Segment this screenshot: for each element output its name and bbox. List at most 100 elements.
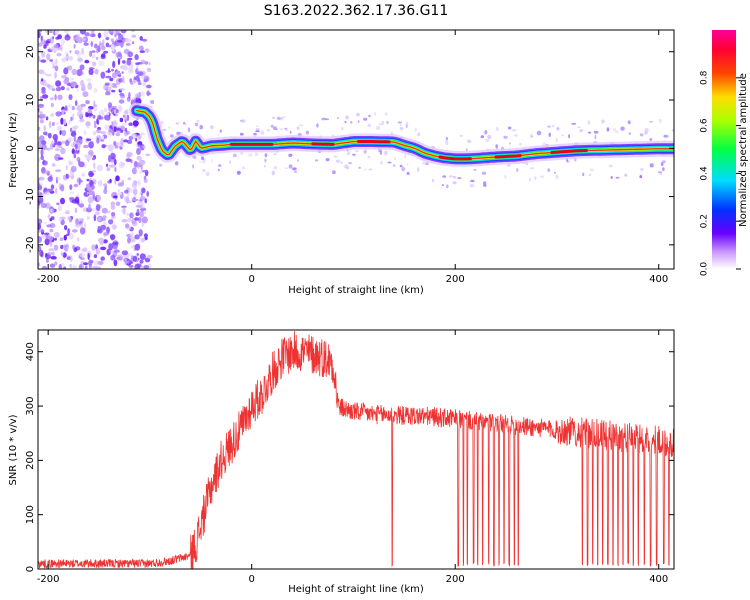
noise-speckle	[55, 58, 58, 65]
noise-speckle	[72, 265, 77, 269]
noise-speckle	[141, 216, 148, 224]
noise-speckle	[61, 262, 65, 269]
noise-speckle	[128, 65, 134, 73]
ridge-speckle	[285, 167, 288, 170]
noise-speckle	[56, 52, 62, 57]
ridge-speckle	[288, 153, 293, 157]
noise-speckle	[91, 244, 96, 251]
noise-speckle	[81, 172, 86, 177]
snr-y-label: SNR (10 * v/v)	[8, 414, 19, 485]
noise-speckle	[118, 192, 122, 196]
noise-speckle	[67, 104, 72, 108]
noise-speckle	[86, 178, 90, 182]
noise-speckle	[99, 242, 104, 245]
noise-speckle	[86, 78, 92, 82]
ridge-speckle	[470, 179, 475, 183]
noise-speckle	[131, 167, 137, 175]
noise-speckle	[94, 266, 101, 269]
ridge-speckle	[344, 121, 347, 123]
ridge-speckle	[495, 144, 499, 149]
ridge-speckle	[406, 121, 409, 125]
ridge-speckle	[561, 134, 564, 137]
noise-speckle	[52, 65, 56, 69]
ridge-hot-segment	[438, 155, 472, 161]
noise-speckle	[74, 100, 78, 107]
noise-speckle	[71, 229, 78, 233]
noise-speckle	[114, 167, 117, 172]
snr-line	[38, 331, 674, 569]
ridge-speckle	[239, 132, 244, 136]
noise-speckle	[47, 176, 53, 182]
noise-speckle	[65, 209, 70, 214]
ridge-speckle	[661, 160, 666, 164]
noise-speckle	[119, 117, 124, 123]
noise-speckle	[126, 60, 129, 65]
ridge-speckle	[431, 178, 435, 183]
noise-speckle	[107, 180, 112, 184]
ridge-speckle	[453, 175, 456, 179]
noise-speckle	[49, 208, 54, 213]
ridge-speckle	[335, 159, 341, 163]
noise-speckle	[65, 140, 70, 147]
noise-speckle	[139, 237, 145, 243]
noise-speckle	[111, 68, 115, 72]
noise-speckle	[141, 187, 146, 194]
noise-speckle	[86, 113, 94, 117]
ridge-speckle	[547, 168, 550, 173]
noise-speckle	[128, 200, 133, 203]
noise-speckle	[63, 67, 69, 75]
ridge-speckle	[199, 125, 203, 130]
noise-speckle	[71, 68, 78, 76]
noise-speckle	[46, 224, 52, 228]
ridge-speckle	[239, 119, 245, 122]
noise-speckle	[93, 162, 96, 170]
ridge-speckle	[264, 165, 266, 168]
noise-speckle	[43, 232, 50, 235]
noise-speckle	[53, 44, 59, 49]
noise-speckle	[91, 61, 97, 67]
x-tick-label: 400	[649, 274, 668, 285]
noise-speckle	[52, 251, 55, 257]
noise-speckle	[80, 47, 85, 56]
spectral-ridge	[128, 102, 674, 167]
ridge-speckle	[266, 129, 271, 132]
noise-speckle	[112, 72, 118, 78]
noise-speckle	[115, 132, 121, 137]
noise-speckle	[40, 149, 44, 157]
noise-speckle	[50, 255, 57, 260]
noise-speckle	[43, 44, 47, 49]
noise-speckle	[120, 129, 124, 134]
ridge-speckle	[275, 128, 278, 131]
ridge-speckle	[640, 174, 642, 179]
colorbar-ticks: 0.0 0.2 0.4 0.6 0.8	[700, 70, 741, 276]
noise-speckle	[57, 157, 64, 160]
ridge-speckle	[256, 125, 259, 128]
ridge-speckle	[649, 138, 653, 141]
noise-speckle	[87, 196, 94, 204]
noise-speckle	[112, 60, 116, 68]
noise-speckle	[53, 244, 59, 251]
ridge-speckle	[593, 130, 599, 134]
noise-speckle	[103, 188, 108, 195]
ridge-speckle	[401, 166, 406, 172]
ridge-speckle	[284, 127, 288, 130]
noise-speckle	[67, 216, 72, 221]
ridge-speckle	[381, 120, 385, 125]
ridge-speckle	[555, 137, 558, 143]
ridge-speckle	[387, 161, 392, 164]
noise-speckle	[91, 208, 97, 212]
x-tick-label: 200	[446, 274, 465, 285]
noise-speckle	[57, 141, 62, 147]
ridge-speckle	[281, 116, 286, 119]
noise-speckle	[88, 170, 94, 178]
noise-speckle	[73, 153, 77, 159]
noise-speckle	[115, 175, 120, 182]
noise-speckle	[76, 156, 81, 162]
noise-speckle	[104, 114, 109, 121]
ridge-speckle	[218, 168, 220, 172]
noise-speckle	[61, 140, 66, 144]
noise-speckle	[91, 33, 96, 37]
noise-speckle	[78, 161, 85, 168]
noise-speckle	[43, 131, 48, 136]
